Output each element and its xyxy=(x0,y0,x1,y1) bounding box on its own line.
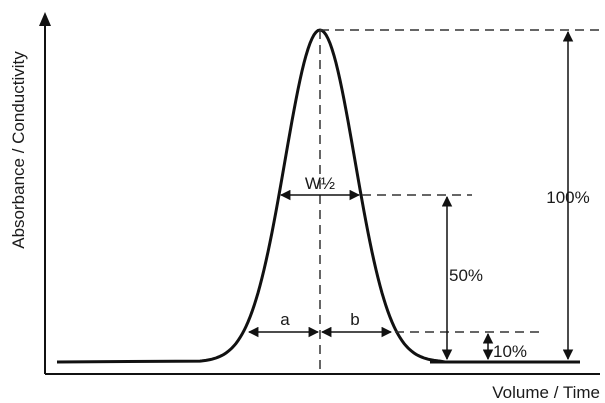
right-half-label: b xyxy=(350,310,359,329)
x-axis-label: Volume / Time xyxy=(492,383,600,402)
guide-lines xyxy=(319,29,600,374)
measure-arrows xyxy=(247,30,574,361)
y-axis-arrowhead xyxy=(39,12,51,26)
y-axis-label: Absorbance / Conductivity xyxy=(9,51,28,249)
pct-100-label: 100% xyxy=(546,188,589,207)
half-width-label: W½ xyxy=(305,174,335,193)
left-half-label: a xyxy=(280,310,290,329)
pct-50-label: 50% xyxy=(449,266,483,285)
peak-curve xyxy=(56,28,446,364)
pct-10-label: 10% xyxy=(493,342,527,361)
